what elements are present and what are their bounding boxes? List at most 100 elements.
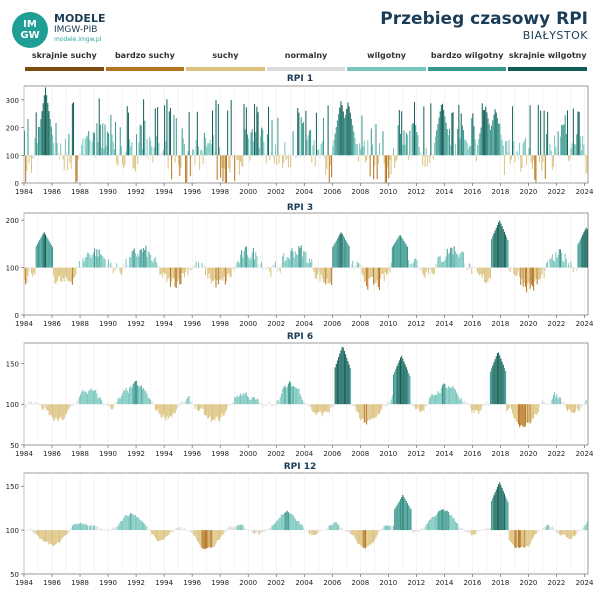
data-bar — [416, 404, 418, 409]
data-bar — [470, 404, 472, 409]
data-bar — [89, 140, 91, 156]
data-bar — [360, 264, 362, 268]
data-bar — [73, 267, 75, 279]
data-bar — [223, 267, 225, 277]
data-bar — [531, 267, 533, 287]
data-bar — [287, 155, 289, 168]
data-bar — [32, 530, 34, 533]
data-bar — [292, 251, 294, 268]
data-bar — [305, 251, 307, 268]
data-bar — [411, 404, 413, 406]
data-bar — [60, 404, 62, 417]
data-bar — [63, 530, 65, 536]
data-bar — [47, 530, 49, 543]
data-bar — [269, 527, 271, 531]
data-bar — [32, 267, 34, 277]
data-bar — [398, 360, 400, 405]
data-bar — [354, 404, 356, 407]
data-bar — [85, 136, 87, 156]
data-bar — [42, 233, 44, 268]
data-bar — [331, 155, 333, 178]
data-bar — [411, 530, 413, 533]
data-bar — [322, 117, 324, 156]
data-bar — [411, 263, 413, 268]
data-bar — [57, 404, 59, 422]
data-bar — [529, 530, 531, 545]
x-tick-label: 2006 — [323, 320, 341, 328]
data-bar — [190, 530, 192, 533]
data-bar — [186, 530, 188, 532]
data-bar — [224, 530, 226, 532]
data-bar — [491, 125, 493, 156]
brand-url[interactable]: modele.imgw.pl — [54, 36, 102, 43]
data-bar — [129, 514, 131, 531]
data-bar — [264, 404, 266, 405]
data-bar — [146, 393, 148, 405]
x-tick-label: 2014 — [435, 320, 453, 328]
brand-name: MODELE — [54, 12, 106, 25]
data-bar — [456, 253, 458, 268]
data-bar — [147, 528, 149, 531]
data-bar — [439, 510, 441, 531]
data-bar — [561, 125, 563, 156]
data-bar — [28, 155, 30, 164]
data-bar — [471, 530, 473, 536]
data-bar — [50, 244, 52, 268]
data-bar — [500, 485, 502, 531]
data-bar — [318, 267, 320, 272]
data-bar — [370, 128, 372, 156]
chart-title: RPI 1 — [287, 74, 313, 84]
data-bar — [336, 120, 338, 156]
data-bar — [250, 530, 252, 531]
data-bar — [118, 397, 120, 405]
data-bar — [145, 155, 147, 158]
data-bar — [124, 515, 126, 531]
data-bar — [341, 233, 343, 268]
data-bar — [321, 141, 323, 156]
data-bar — [481, 404, 483, 407]
data-bar — [68, 404, 70, 410]
data-bar — [24, 528, 25, 531]
data-bar — [250, 132, 252, 156]
data-bar — [459, 528, 461, 531]
data-bar — [437, 123, 439, 156]
data-bar — [561, 530, 563, 535]
data-bar — [108, 404, 110, 407]
data-bar — [407, 134, 408, 156]
data-bar — [573, 404, 575, 413]
data-bar — [551, 254, 553, 268]
x-tick-label: 1984 — [15, 320, 33, 328]
data-bar — [174, 267, 176, 288]
data-bar — [565, 259, 567, 268]
data-bar — [252, 530, 254, 534]
data-bar — [303, 527, 305, 531]
data-bar — [366, 267, 368, 287]
data-bar — [263, 404, 265, 405]
data-bar — [538, 155, 540, 163]
page-title: Przebieg czasowy RPI — [380, 9, 588, 29]
data-bar — [261, 261, 263, 268]
data-bar — [217, 267, 219, 285]
data-bar — [213, 135, 215, 156]
data-bar — [113, 404, 115, 406]
data-bar — [193, 530, 195, 536]
data-bar — [576, 267, 578, 272]
data-bar — [69, 155, 71, 163]
data-bar — [283, 155, 285, 164]
data-bar — [157, 265, 159, 268]
data-bar — [329, 524, 331, 531]
data-bar — [436, 130, 438, 156]
data-bar — [245, 107, 247, 156]
data-bar — [222, 267, 224, 281]
data-bar — [111, 134, 113, 156]
data-bar — [499, 220, 501, 268]
data-bar — [126, 265, 128, 268]
data-bar — [535, 530, 537, 535]
data-bar — [463, 401, 465, 405]
data-bar — [209, 139, 211, 156]
data-bar — [542, 527, 544, 531]
data-bar — [168, 404, 170, 418]
data-bar — [400, 235, 401, 268]
data-bar — [264, 267, 266, 269]
data-bar — [310, 262, 312, 268]
